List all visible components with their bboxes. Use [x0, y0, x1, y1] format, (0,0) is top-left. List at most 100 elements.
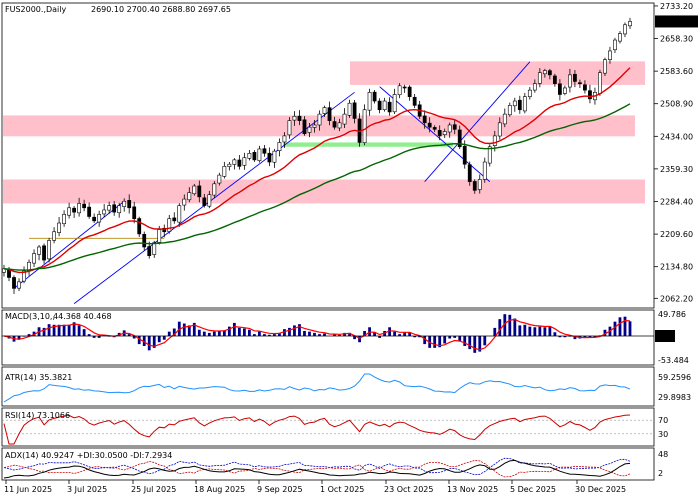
zone-pink — [3, 179, 645, 204]
candle-body — [62, 214, 66, 225]
candle — [598, 69, 602, 96]
di-plus-line — [3, 457, 631, 476]
macd-bar — [227, 326, 231, 336]
candle-body — [37, 246, 41, 255]
candle — [232, 158, 237, 170]
candle-body — [97, 214, 102, 223]
candle-body — [442, 131, 447, 135]
candle — [87, 202, 92, 219]
macd-bar — [77, 325, 81, 336]
candle-body — [17, 281, 21, 289]
date-tick-label: 11 Jun 2025 — [4, 485, 52, 494]
candle — [252, 150, 257, 162]
candle-body — [247, 153, 252, 159]
candle-body — [107, 205, 112, 211]
candle — [377, 98, 382, 114]
candle-body — [402, 86, 407, 89]
candle — [217, 172, 222, 186]
chart-header-symbol: FUS2000.,Daily — [5, 5, 66, 14]
macd-bar — [47, 324, 51, 336]
macd-bar — [242, 328, 246, 336]
candle — [387, 97, 392, 116]
macd-bar — [413, 336, 417, 338]
atr-axis: 59.2596 29.8983 — [658, 373, 691, 402]
macd-bar — [508, 314, 512, 336]
candle-body — [22, 270, 26, 282]
candle — [407, 85, 412, 101]
candle-body — [327, 107, 332, 121]
candle-body — [342, 113, 347, 125]
candle-body — [157, 229, 162, 243]
candle — [432, 125, 437, 133]
candle — [182, 194, 187, 211]
price-tick-label: 2062.20 — [660, 294, 693, 303]
macd-bar — [17, 336, 21, 340]
macd-bar — [388, 327, 392, 336]
candle-body — [117, 205, 122, 214]
candle-body — [132, 206, 137, 219]
candle — [552, 73, 557, 87]
macd-bar — [398, 334, 402, 336]
candle-body — [272, 150, 277, 163]
candle-body — [537, 72, 542, 84]
macd-bar — [202, 331, 206, 336]
candle — [192, 183, 197, 196]
atr-tick-label: 29.8983 — [658, 393, 691, 402]
candle-body — [152, 242, 157, 255]
candle-body — [47, 240, 51, 260]
macd-bar — [613, 321, 617, 336]
price-tick-label: 2658.30 — [660, 35, 693, 44]
candle-body — [557, 83, 562, 95]
candle-body — [598, 72, 602, 94]
candle-body — [618, 33, 622, 42]
candle-body — [497, 122, 502, 137]
macd-bar — [253, 334, 256, 336]
candle-body — [137, 218, 142, 235]
candle-body — [222, 166, 227, 177]
macd-bar — [273, 334, 276, 336]
price-axis: 2733.20 2658.30 2583.60 2508.90 2434.00 2359.… — [654, 2, 698, 303]
candle — [247, 150, 252, 161]
macd-bar — [162, 336, 166, 340]
macd-bar — [127, 334, 131, 336]
candle — [287, 117, 292, 139]
date-tick-label: 5 Dec 2025 — [510, 485, 556, 494]
candle-body — [42, 245, 46, 261]
candle — [452, 119, 457, 135]
candle-body — [552, 75, 557, 84]
macd-bar — [207, 332, 211, 336]
candle — [337, 118, 342, 132]
macd-bar — [192, 322, 196, 336]
candle-body — [177, 205, 182, 223]
candle — [562, 85, 567, 96]
macd-bar — [573, 336, 577, 340]
macd-bar — [403, 332, 407, 336]
macd-tick-label: -53.484 — [658, 356, 689, 365]
macd-bar — [298, 324, 301, 336]
candle — [62, 210, 66, 227]
candle-body — [217, 174, 222, 184]
candle — [67, 202, 72, 219]
price-tick-label: 2359.30 — [660, 165, 693, 174]
candle — [588, 84, 592, 104]
last-price-tag — [655, 15, 698, 28]
candle-body — [562, 87, 567, 94]
price-zones — [3, 61, 645, 204]
candle — [132, 201, 137, 224]
macd-values: 44.368 40.468 — [53, 312, 112, 321]
macd-bar — [433, 336, 437, 348]
macd-bar — [82, 329, 86, 336]
candle — [117, 202, 122, 218]
candle — [167, 214, 172, 234]
candle-body — [603, 59, 607, 74]
candle-body — [12, 277, 16, 289]
rsi-panel-border — [1, 407, 655, 447]
macd-bar — [423, 336, 427, 345]
candle-body — [307, 126, 312, 133]
macd-bar — [142, 336, 146, 346]
price-tick-label: 2583.60 — [660, 67, 693, 76]
macd-bar — [438, 336, 442, 348]
candle — [412, 94, 417, 109]
candle — [542, 68, 547, 78]
